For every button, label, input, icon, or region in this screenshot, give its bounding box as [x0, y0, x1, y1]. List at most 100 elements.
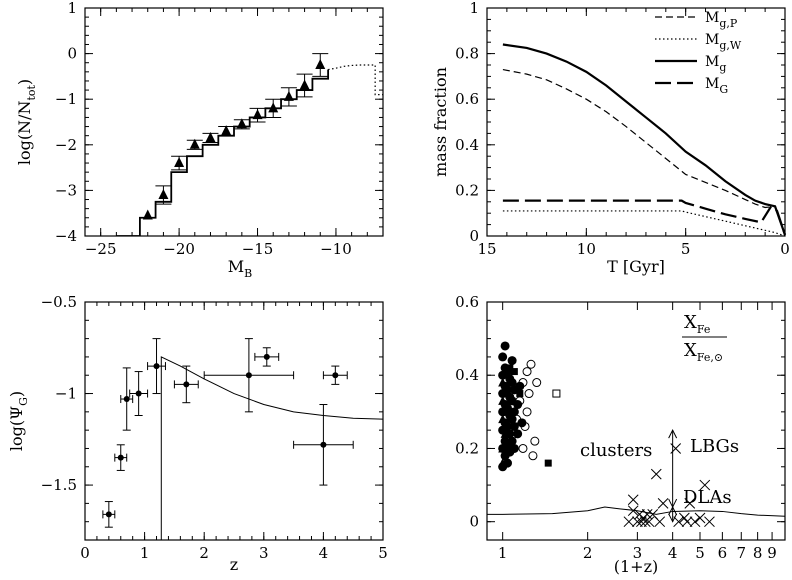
y-tick-label: 0.2	[455, 439, 479, 457]
panel-iron-abundance: clusters LBGs DLAs XFe XFe,⊙ 1 2 3 4 5 6 7 8 9 0 0.2 0.4…	[455, 293, 786, 576]
dla-cross	[643, 516, 655, 528]
x-tick-label: 3	[259, 544, 269, 562]
dla-cross	[641, 509, 653, 520]
data-point-triangle	[158, 188, 169, 199]
y-axis-label: log(N/Ntot)	[15, 79, 38, 165]
annotation-lbgs: LBGs	[690, 436, 739, 457]
cluster-open-circle	[522, 407, 532, 417]
data-point-triangle	[221, 125, 232, 136]
data-point	[263, 353, 270, 360]
y-tick-label: −4	[55, 227, 77, 245]
y-tick-label: 0.4	[455, 366, 479, 384]
x-tick-label: 3	[633, 544, 643, 562]
cluster-triangle	[498, 414, 508, 424]
dla-cross	[699, 479, 711, 491]
x-axis-label: (1+z)	[614, 557, 659, 576]
cluster-filled-circle	[502, 421, 512, 431]
data-point	[105, 511, 112, 518]
data-point-triangle	[283, 90, 294, 101]
cluster-open-circle	[524, 389, 534, 399]
dla-cross	[627, 505, 639, 517]
cluster-filled-circle	[509, 443, 519, 453]
legend-label: Mg,W	[705, 32, 742, 52]
data-point-triangle	[252, 109, 263, 120]
cluster-filled-circle	[513, 429, 523, 439]
cluster-open-circle	[530, 436, 540, 446]
dla-cross	[678, 512, 690, 524]
cluster-filled-circle	[515, 381, 525, 391]
cluster-filled-circle	[498, 352, 508, 362]
y-tick-label: −3	[55, 181, 77, 199]
data-point	[123, 396, 130, 403]
cluster-open-circle	[532, 378, 542, 388]
lbg-arrow-head	[668, 429, 678, 439]
cluster-open-circle	[528, 451, 538, 461]
cluster-filled-circle	[500, 341, 510, 351]
y-tick-label: 0	[469, 227, 479, 245]
x-tick-label: 1	[498, 544, 508, 562]
dla-cross	[689, 516, 701, 528]
x-tick-label: 2	[583, 544, 593, 562]
y-tick-label: 0.6	[455, 90, 479, 108]
y-tick-label: −1	[55, 90, 77, 108]
cluster-open-circle	[526, 359, 536, 369]
data-point	[320, 441, 327, 448]
cluster-filled-square	[544, 459, 552, 467]
x-tick-label: −10	[320, 240, 352, 258]
y-tick-label: 0.6	[455, 293, 479, 311]
x-tick-label: 6	[718, 544, 728, 562]
data-point	[332, 372, 339, 379]
dla-cross	[681, 516, 693, 528]
data-point	[183, 381, 190, 388]
cluster-filled-circle	[507, 414, 517, 424]
x-tick-label: 7	[736, 544, 746, 562]
x-tick-label: −25	[85, 240, 117, 258]
x-tick-label: 8	[753, 544, 763, 562]
series-line-solid	[502, 43, 787, 236]
x-tick-label: 1	[140, 544, 150, 562]
dla-cross	[623, 516, 635, 528]
y-tick-label: 0	[469, 513, 479, 531]
plot-frame	[84, 7, 384, 237]
y-axis-label: mass fraction	[431, 67, 450, 177]
dla-cross	[704, 516, 715, 528]
data-point-triangle	[299, 79, 310, 90]
cluster-filled-circle	[517, 418, 527, 428]
series-line-short-dash	[502, 68, 786, 236]
cluster-triangle	[498, 443, 508, 453]
legend-label: Mg,P	[705, 10, 738, 30]
dla-cross	[632, 516, 643, 528]
annotation-ratio-numerator: XFe	[684, 312, 710, 336]
dla-cross	[684, 498, 696, 509]
cluster-filled-square	[516, 390, 524, 398]
annotation-ratio-denominator: XFe,⊙	[684, 340, 723, 364]
dla-cross	[627, 494, 639, 506]
x-tick-label: 0	[780, 240, 790, 258]
cluster-filled-circle	[509, 407, 519, 417]
y-tick-label: −0.5	[41, 293, 77, 311]
legend-label: MG	[705, 76, 728, 96]
cluster-triangle	[498, 377, 508, 387]
y-tick-label: 0	[67, 45, 77, 63]
panel-star-formation-rate: 0 1 2 3 4 5 −0.5 −1 −1.5 z log(ΨG)	[7, 293, 388, 574]
plot-frame	[84, 301, 384, 541]
cluster-open-circle	[522, 367, 532, 377]
y-tick-label: 1	[469, 0, 479, 17]
x-tick-label: 10	[577, 240, 596, 258]
dla-cross	[694, 512, 706, 524]
cluster-triangle	[500, 428, 510, 438]
x-tick-label: −15	[242, 240, 274, 258]
y-tick-label: 1	[67, 0, 77, 17]
dla-cross	[650, 468, 662, 480]
data-point-triangle	[315, 59, 326, 69]
dla-cross	[673, 516, 684, 528]
x-tick-label: 5	[378, 544, 388, 562]
cluster-filled-square	[510, 368, 518, 376]
data-point-triangle	[174, 157, 185, 168]
cluster-filled-circle	[513, 400, 523, 410]
dla-cross	[636, 516, 647, 528]
x-axis-label: MB	[228, 257, 252, 280]
data-point-triangle	[142, 209, 153, 220]
y-tick-label: −2	[55, 136, 77, 154]
